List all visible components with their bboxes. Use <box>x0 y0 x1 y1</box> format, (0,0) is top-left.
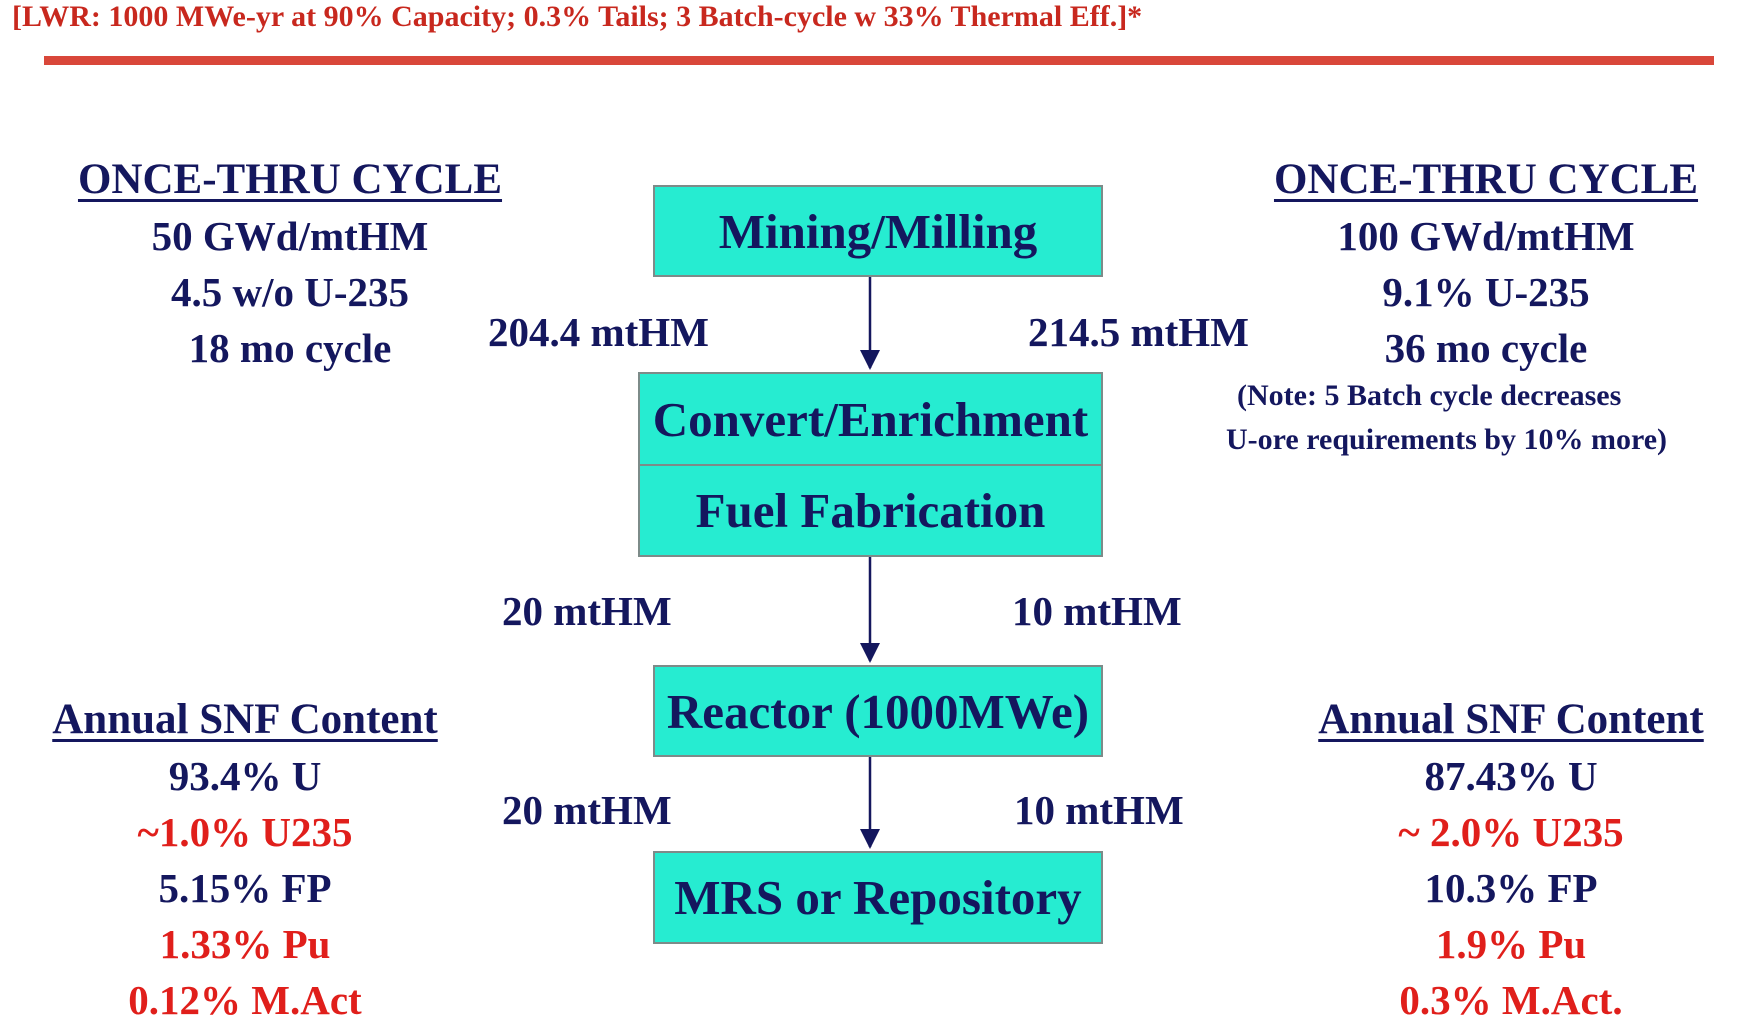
node-reactor: Reactor (1000MWe) <box>653 665 1103 757</box>
right-cycle-length: 36 mo cycle <box>1384 325 1588 371</box>
left-snf-fp: 5.15% FP <box>158 865 332 911</box>
label-fab-left: 20 mtHM <box>502 588 672 634</box>
node-repository: MRS or Repository <box>653 851 1103 944</box>
right-snf-uranium: 87.43% U <box>1424 753 1598 799</box>
header-title: [LWR: 1000 MWe-yr at 90% Capacity; 0.3% … <box>12 0 1143 33</box>
left-cycle-title: ONCE-THRU CYCLE <box>77 156 503 203</box>
label-mining-right: 214.5 mtHM <box>1028 309 1249 355</box>
left-cycle-length: 18 mo cycle <box>188 325 392 371</box>
left-cycle-enrichment: 4.5 w/o U-235 <box>170 269 409 315</box>
label-reactor-left: 20 mtHM <box>502 787 672 833</box>
left-snf-u235: ~1.0% U235 <box>137 809 353 855</box>
header-divider <box>44 56 1714 65</box>
right-snf-block: Annual SNF Content 87.43% U ~ 2.0% U235 … <box>1306 692 1716 1028</box>
node-fuel-fabrication: Fuel Fabrication <box>638 464 1103 557</box>
right-snf-mact: 0.3% M.Act. <box>1399 977 1623 1023</box>
right-snf-fp: 10.3% FP <box>1424 865 1598 911</box>
label-mining-left: 204.4 mtHM <box>488 309 709 355</box>
label-reactor-right: 10 mtHM <box>1014 787 1184 833</box>
right-cycle-burnup: 100 GWd/mtHM <box>1337 213 1635 259</box>
left-cycle-burnup: 50 GWd/mtHM <box>151 213 429 259</box>
batch-note-line-1: (Note: 5 Batch cycle decreases <box>1237 379 1622 412</box>
left-snf-uranium: 93.4% U <box>168 753 322 799</box>
right-cycle-enrichment: 9.1% U-235 <box>1382 269 1590 315</box>
batch-note-line-2: U-ore requirements by 10% more) <box>1226 423 1668 456</box>
right-cycle-block: ONCE-THRU CYCLE 100 GWd/mtHM 9.1% U-235 … <box>1236 152 1736 376</box>
label-fab-right: 10 mtHM <box>1012 588 1182 634</box>
right-cycle-title: ONCE-THRU CYCLE <box>1273 156 1699 203</box>
left-snf-pu: 1.33% Pu <box>159 921 331 967</box>
right-snf-u235: ~ 2.0% U235 <box>1398 809 1624 855</box>
node-convert-enrichment: Convert/Enrichment <box>638 372 1103 466</box>
left-snf-title: Annual SNF Content <box>52 696 438 743</box>
left-cycle-block: ONCE-THRU CYCLE 50 GWd/mtHM 4.5 w/o U-23… <box>40 152 540 376</box>
right-snf-pu: 1.9% Pu <box>1435 921 1587 967</box>
right-snf-title: Annual SNF Content <box>1318 696 1704 743</box>
left-snf-mact: 0.12% M.Act <box>128 977 362 1023</box>
left-snf-block: Annual SNF Content 93.4% U ~1.0% U235 5.… <box>40 692 450 1028</box>
node-mining-milling: Mining/Milling <box>653 185 1103 277</box>
